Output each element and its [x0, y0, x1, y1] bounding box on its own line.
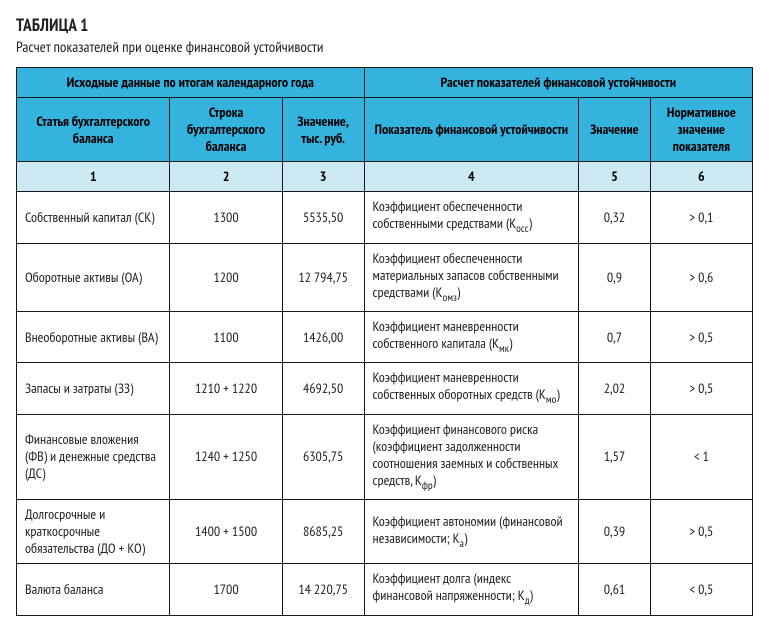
indicator-text: Коэффициент обеспеченности материальных …: [373, 249, 559, 301]
group-header-right: Расчет показателей финансовой устойчивос…: [364, 68, 752, 98]
cell-value: 1,57: [579, 414, 651, 499]
indicator-tail: ): [509, 334, 512, 352]
cell-article: Запасы и затраты (ЗЗ): [17, 363, 170, 414]
table-row: Валюта баланса170014 220,75 Коэффициент д…: [17, 564, 753, 615]
cell-article: Долгосрочные и краткосрочные обязательст…: [17, 500, 170, 564]
financial-table: Исходные данные по итогам календарного г…: [16, 67, 753, 616]
indicator-text: Коэффициент маневренности собственного к…: [373, 317, 519, 352]
cell-line: 1700: [170, 564, 282, 615]
cell-norm: < 0,5: [650, 564, 752, 615]
cell-line: 1400 + 1500: [170, 500, 282, 564]
cell-value: 0,9: [579, 243, 651, 311]
indicator-tail: ): [457, 283, 460, 301]
indicator-tail: ): [530, 586, 533, 604]
page: ТАБЛИЦА 1 Расчет показателей при оценке …: [0, 0, 769, 634]
cell-indicator: Коэффициент автономии (финансовой незави…: [364, 500, 579, 564]
table-head: Исходные данные по итогам календарного г…: [17, 68, 753, 192]
table-row: Запасы и затраты (ЗЗ)1210 + 12204692,50 К…: [17, 363, 753, 414]
col-number: 3: [282, 162, 364, 192]
indicator-text: Коэффициент обеспеченности собственными …: [373, 197, 523, 232]
table-caption: Расчет показателей при оценке финансовой…: [16, 38, 753, 57]
col-number: 4: [364, 162, 579, 192]
cell-norm: > 0,5: [650, 363, 752, 414]
cell-line: 1200: [170, 243, 282, 311]
cell-line: 1210 + 1220: [170, 363, 282, 414]
cell-article: Финансовые вложения (ФВ) и денежные сред…: [17, 414, 170, 499]
cell-amount: 6305,75: [282, 414, 364, 499]
cell-indicator: Коэффициент долга (индекс финансовой нап…: [364, 564, 579, 615]
indicator-text: Коэффициент маневренности собственных об…: [373, 368, 546, 403]
cell-line: 1300: [170, 192, 282, 243]
indicator-tail: ): [464, 529, 467, 547]
col-number: 6: [650, 162, 752, 192]
group-header-left: Исходные данные по итогам календарного г…: [17, 68, 365, 98]
cell-line: 1100: [170, 312, 282, 363]
cell-amount: 14 220,75: [282, 564, 364, 615]
indicator-tail: ): [529, 214, 532, 232]
indicator-tail: ): [433, 471, 436, 489]
cell-article: Внеоборотные активы (ВА): [17, 312, 170, 363]
col-number: 1: [17, 162, 170, 192]
cell-indicator: Коэффициент обеспеченности собственными …: [364, 192, 579, 243]
col-header-article: Статья бухгалтерского баланса: [17, 98, 170, 162]
cell-amount: 8685,25: [282, 500, 364, 564]
cell-norm: > 0,1: [650, 192, 752, 243]
cell-norm: > 0,5: [650, 312, 752, 363]
col-header-value: Значение: [579, 98, 651, 162]
cell-amount: 12 794,75: [282, 243, 364, 311]
table-row: Собственный капитал (СК)13005535,50 Коэфф…: [17, 192, 753, 243]
table-row: Долгосрочные и краткосрочные обязательст…: [17, 500, 753, 564]
col-header-norm: Нормативное значение показателя: [650, 98, 752, 162]
cell-amount: 4692,50: [282, 363, 364, 414]
indicator-text: Коэффициент долга (индекс финансовой нап…: [373, 569, 525, 604]
cell-indicator: Коэффициент обеспеченности материальных …: [364, 243, 579, 311]
cell-article: Валюта баланса: [17, 564, 170, 615]
indicator-subscript: мо: [546, 393, 557, 407]
cell-line: 1240 + 1250: [170, 414, 282, 499]
table-row: Внеоборотные активы (ВА)11001426,00 Коэфф…: [17, 312, 753, 363]
indicator-tail: ): [556, 385, 559, 403]
cell-norm: > 0,6: [650, 243, 752, 311]
indicator-text: Коэффициент финансового риска (коэффицие…: [373, 420, 559, 489]
cell-article: Собственный капитал (СК): [17, 192, 170, 243]
cell-indicator: Коэффициент маневренности собственных об…: [364, 363, 579, 414]
cell-norm: < 1: [650, 414, 752, 499]
cell-norm: > 0,5: [650, 500, 752, 564]
cell-amount: 5535,50: [282, 192, 364, 243]
table-label: ТАБЛИЦА 1: [16, 14, 753, 36]
cell-indicator: Коэффициент финансового риска (коэффицие…: [364, 414, 579, 499]
table-row: Финансовые вложения (ФВ) и денежные сред…: [17, 414, 753, 499]
indicator-subscript: омз: [442, 291, 456, 305]
cell-value: 0,32: [579, 192, 651, 243]
cell-value: 0,39: [579, 500, 651, 564]
indicator-text: Коэффициент автономии (финансовой незави…: [373, 512, 563, 547]
col-number: 5: [579, 162, 651, 192]
cell-indicator: Коэффициент маневренности собственного к…: [364, 312, 579, 363]
col-header-line: Строка бухгалтерского баланса: [170, 98, 282, 162]
table-row: Оборотные активы (ОА)120012 794,75Коэффи…: [17, 243, 753, 311]
indicator-subscript: фр: [422, 479, 433, 493]
indicator-subscript: осс: [516, 222, 528, 236]
cell-value: 2,02: [579, 363, 651, 414]
col-header-indicator: Показатель финансовой устойчивости: [364, 98, 579, 162]
cell-article: Оборотные активы (ОА): [17, 243, 170, 311]
cell-amount: 1426,00: [282, 312, 364, 363]
table-body: Собственный капитал (СК)13005535,50Коэфф…: [17, 192, 753, 615]
cell-value: 0,7: [579, 312, 651, 363]
cell-value: 0,61: [579, 564, 651, 615]
col-number: 2: [170, 162, 282, 192]
col-header-amount: Значение, тыс. руб.: [282, 98, 364, 162]
indicator-subscript: мк: [499, 342, 509, 356]
